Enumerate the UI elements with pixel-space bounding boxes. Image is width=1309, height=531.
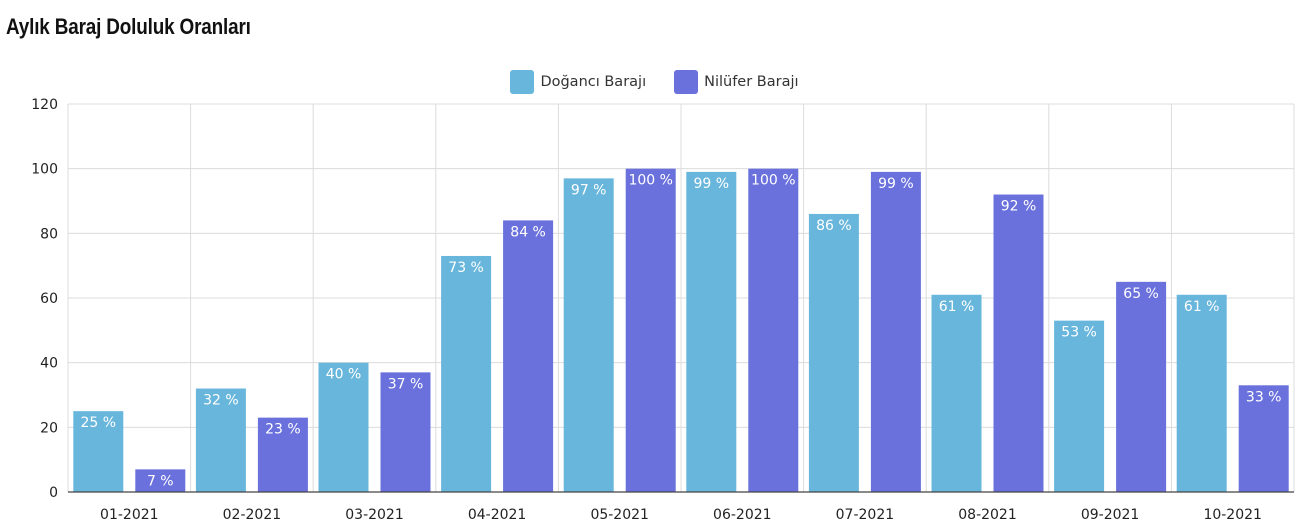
data-label: 65 % <box>1123 286 1159 302</box>
y-tick-label: 40 <box>40 356 58 372</box>
bar <box>1176 294 1227 492</box>
data-label: 100 % <box>751 173 795 189</box>
bar <box>195 388 246 492</box>
data-label: 61 % <box>1184 299 1220 315</box>
data-label: 37 % <box>388 376 424 392</box>
data-label: 97 % <box>571 182 607 198</box>
x-tick-label: 06-2021 <box>713 507 772 523</box>
bar <box>870 171 921 492</box>
bar <box>1054 320 1105 492</box>
x-tick-label: 10-2021 <box>1203 507 1262 523</box>
bar <box>686 171 737 492</box>
data-label: 86 % <box>816 218 852 234</box>
y-tick-label: 60 <box>40 291 58 307</box>
x-tick-label: 05-2021 <box>590 507 649 523</box>
y-tick-label: 100 <box>31 162 58 178</box>
bar <box>380 372 431 492</box>
y-tick-label: 20 <box>40 420 58 436</box>
legend-label-nilufer: Nilüfer Barajı <box>704 74 799 90</box>
bar <box>1238 385 1289 492</box>
x-tick-label: 03-2021 <box>345 507 404 523</box>
data-label: 84 % <box>510 224 546 240</box>
x-tick-label: 07-2021 <box>836 507 895 523</box>
bar <box>135 469 186 492</box>
legend-swatch-doganci <box>510 70 535 94</box>
data-label: 25 % <box>81 415 117 431</box>
page-title: Aylık Baraj Doluluk Oranları <box>6 14 251 39</box>
data-label: 73 % <box>448 260 484 276</box>
x-tick-label: 02-2021 <box>223 507 282 523</box>
data-label: 53 % <box>1061 325 1097 341</box>
data-label: 7 % <box>147 473 174 489</box>
y-tick-label: 120 <box>31 97 58 113</box>
data-label: 99 % <box>878 176 914 192</box>
bar <box>625 168 676 492</box>
bar <box>503 220 554 492</box>
bar <box>563 178 614 492</box>
data-label: 23 % <box>265 422 301 438</box>
bar <box>993 194 1044 493</box>
data-label: 100 % <box>628 173 672 189</box>
x-tick-label: 04-2021 <box>468 507 527 523</box>
bar <box>931 294 982 492</box>
bar <box>318 362 369 492</box>
x-tick-label: 08-2021 <box>958 507 1017 523</box>
legend-swatch-nilufer <box>674 70 699 94</box>
legend-label-doganci: Doğancı Barajı <box>540 74 647 90</box>
legend-item-nilufer[interactable]: Nilüfer Barajı <box>674 70 799 94</box>
y-tick-label: 0 <box>49 485 58 501</box>
data-label: 92 % <box>1001 199 1037 215</box>
bar <box>73 411 124 492</box>
bar <box>1116 281 1167 492</box>
chart-legend: Doğancı Barajı Nilüfer Barajı <box>0 70 1309 94</box>
x-tick-label: 09-2021 <box>1081 507 1140 523</box>
bar <box>257 417 308 492</box>
y-tick-label: 80 <box>40 226 58 242</box>
data-label: 99 % <box>694 176 730 192</box>
legend-item-doganci[interactable]: Doğancı Barajı <box>510 70 646 94</box>
x-tick-label: 01-2021 <box>100 507 159 523</box>
data-label: 61 % <box>939 299 975 315</box>
data-label: 33 % <box>1246 389 1282 405</box>
data-label: 32 % <box>203 393 239 409</box>
data-label: 40 % <box>326 367 362 383</box>
bar <box>441 255 492 492</box>
bar <box>748 168 799 492</box>
bar <box>808 213 859 492</box>
